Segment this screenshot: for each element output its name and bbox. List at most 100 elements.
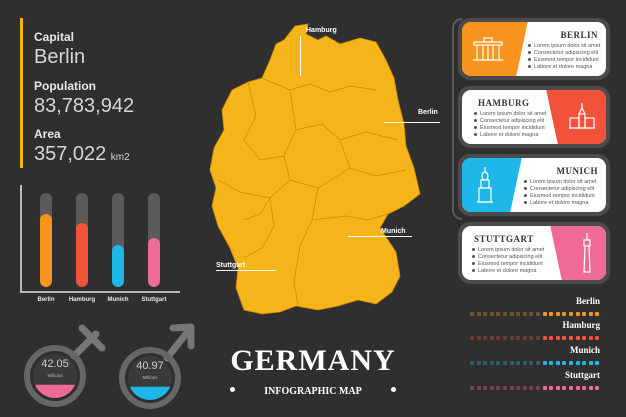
map-label-hamburg: Hamburg [306,27,337,34]
legend-dash [536,386,540,390]
card-berlin-line-3: Eiusmod tempor incididunt [528,57,599,63]
bar-chart: Berlin Hamburg Munich Stuttgart [20,185,180,305]
legend-dash [595,386,600,390]
germany-map [209,23,421,315]
map-label-stuttgart: Stuttgart [216,262,246,269]
card-stuttgart-line-1: Lorem ipsum dolor sit amet [472,247,544,253]
legend-dash [516,312,521,316]
card-berlin-line-2: Consectetur adipiscing elit [528,50,598,56]
legend-dashes-berlin [470,312,600,316]
bar-stuttgart [148,193,160,287]
legend-dash [529,386,534,390]
bar-fill-berlin [40,213,52,287]
male-symbol-icon [119,323,195,409]
legend-dash [562,336,567,340]
legend-dash [503,336,507,340]
card-berlin-body: BERLIN Lorem ipsum dolor sit amet Consec… [462,22,606,76]
subtitle-dot-left [230,387,235,392]
capital-label: Capital [34,30,75,44]
legend-dash [536,312,540,316]
legend-dash [588,386,593,390]
legend-dash [549,336,554,340]
bar-label-hamburg: Hamburg [68,297,96,303]
card-munich-line-3: Eiusmod tempor incididunt [524,193,595,199]
legend-dash [489,312,494,316]
legend-dash [575,361,580,365]
card-stuttgart-body: STUTTGART Lorem ipsum dolor sit amet Con… [462,226,606,280]
card-berlin-title: BERLIN [560,30,598,40]
legend-dash [555,361,560,365]
legend-dash [562,361,567,365]
legend-dash [503,312,507,316]
capital-value: Berlin [34,46,86,68]
legend-dash [509,386,514,390]
legend-dash [588,361,593,365]
legend-dash [509,336,514,340]
legend-dash [575,386,580,390]
legend-dash [536,336,540,340]
legend-dash [483,312,488,316]
card-stuttgart: STUTTGART Lorem ipsum dolor sit amet Con… [458,222,610,284]
legend-dash [483,386,488,390]
gauge-female: 42.05 Millions [18,322,108,412]
legend-dash [529,361,534,365]
card-munich: MUNICH Lorem ipsum dolor sit amet Consec… [458,154,610,216]
card-munich-title: MUNICH [556,166,598,176]
bar-label-stuttgart: Stuttgart [141,297,167,303]
legend-dash [562,312,567,316]
munich-tower-icon [477,167,493,203]
legend-dash [595,361,600,365]
card-stuttgart-line-3: Eiusmod tempor incididunt [472,261,543,267]
card-munich-body: MUNICH Lorem ipsum dolor sit amet Consec… [462,158,606,212]
legend-dash [569,336,573,340]
subtitle-dot-right [391,387,396,392]
legend-dash [542,312,547,316]
legend-dash [582,336,587,340]
legend-dash [549,312,554,316]
brandenburg-gate-icon [473,37,503,61]
bar-axis-y [20,185,22,293]
population-value: 83,783,942 [34,95,135,117]
legend-dash [582,312,587,316]
legend-dash [582,386,587,390]
legend-dash [470,336,474,340]
tv-tower-icon [583,233,591,273]
map-pointer-berlin [384,122,440,123]
map-pointer-stuttgart [216,270,276,271]
legend-dash [555,312,560,316]
legend-dash [470,312,474,316]
legend-dash [516,361,521,365]
cards-bracket [452,18,462,220]
gauge-male-value: 40.97 [136,360,164,372]
bar-fill-stuttgart [148,238,160,287]
legend-dash [496,361,501,365]
legend-dash [483,361,488,365]
bar-fill-hamburg [76,223,88,287]
legend-dash [496,336,501,340]
legend-dash [575,312,580,316]
map-label-munich: Munich [381,228,406,235]
legend-label-stuttgart: Stuttgart [565,370,600,380]
card-hamburg-line-4: Labore et dolore magna [474,132,538,138]
card-hamburg-title: HAMBURG [478,98,530,108]
map-label-berlin: Berlin [418,109,438,116]
bar-hamburg [76,193,88,287]
gauge-male: 40.97 Millions [115,322,205,412]
card-stuttgart-line-4: Labore et dolore magna [472,268,536,274]
stats-accent-line [20,18,23,168]
card-munich-line-1: Lorem ipsum dolor sit amet [524,179,596,185]
card-stuttgart-title: STUTTGART [474,234,534,244]
legend-label-hamburg: Hamburg [562,320,600,330]
legend-dash [562,386,567,390]
state-borders [217,77,407,307]
legend-dash [595,336,600,340]
legend-dash [542,361,547,365]
legend-label-berlin: Berlin [576,296,600,306]
map-pointer-munich [348,236,412,237]
area-unit: km2 [110,152,130,163]
germany-map-shape [209,23,421,315]
legend-dashes-munich [470,361,600,365]
legend-dash [522,336,527,340]
legend-dashes-stuttgart [470,386,600,390]
legend-dash [516,386,521,390]
